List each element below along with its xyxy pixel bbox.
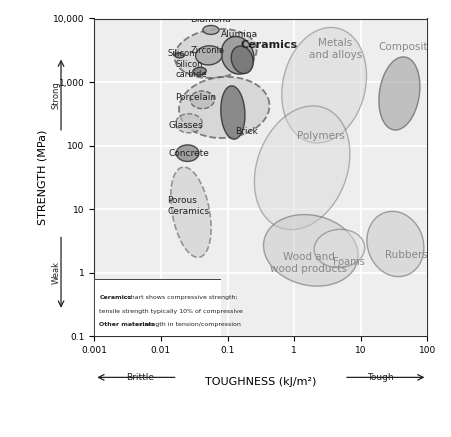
Polygon shape <box>367 212 424 277</box>
Text: Metals
and alloys: Metals and alloys <box>309 38 362 60</box>
Text: Glasses: Glasses <box>169 121 203 130</box>
Text: Silicon: Silicon <box>168 49 195 58</box>
Text: Silicon
carbide: Silicon carbide <box>175 59 207 79</box>
Text: Brittle: Brittle <box>126 373 154 382</box>
Polygon shape <box>221 37 254 74</box>
Text: Porcelain: Porcelain <box>175 94 217 102</box>
Text: Rubbers: Rubbers <box>385 250 428 260</box>
Text: Ceramics: Ceramics <box>240 40 297 50</box>
Text: Brick: Brick <box>235 127 258 136</box>
Polygon shape <box>179 77 269 138</box>
Polygon shape <box>175 53 184 58</box>
Polygon shape <box>193 67 206 75</box>
Polygon shape <box>221 86 245 139</box>
Polygon shape <box>282 28 367 143</box>
Text: Polymers: Polymers <box>298 131 345 141</box>
Polygon shape <box>190 91 214 109</box>
Text: Wood and
wood products: Wood and wood products <box>270 252 347 274</box>
Text: Alumina: Alumina <box>221 30 258 39</box>
Polygon shape <box>263 215 358 286</box>
X-axis label: TOUGHNESS (kJ/m²): TOUGHNESS (kJ/m²) <box>205 377 317 387</box>
Text: Composites: Composites <box>378 42 439 52</box>
Polygon shape <box>176 145 199 161</box>
Polygon shape <box>175 114 202 133</box>
Text: Porous
Ceramics: Porous Ceramics <box>168 196 210 215</box>
Polygon shape <box>203 25 219 35</box>
Text: Tough: Tough <box>368 373 394 382</box>
Polygon shape <box>175 29 257 78</box>
Text: Foams: Foams <box>333 257 365 267</box>
Text: Weak: Weak <box>51 261 60 284</box>
Polygon shape <box>171 167 211 257</box>
Text: Concrete: Concrete <box>169 149 210 158</box>
Text: Strong: Strong <box>51 81 60 109</box>
Text: Diamond: Diamond <box>190 15 231 24</box>
Polygon shape <box>254 106 350 229</box>
Polygon shape <box>231 46 253 73</box>
Y-axis label: STRENGTH (MPa): STRENGTH (MPa) <box>37 130 47 225</box>
Polygon shape <box>196 46 222 65</box>
Polygon shape <box>314 229 365 267</box>
Polygon shape <box>379 57 420 130</box>
Text: Zirconia: Zirconia <box>191 46 225 55</box>
